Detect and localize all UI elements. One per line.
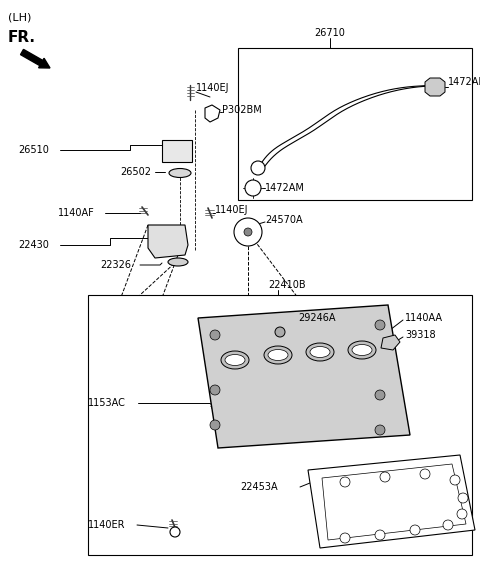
Text: 1140AF: 1140AF (58, 208, 95, 218)
Circle shape (210, 420, 220, 430)
Circle shape (443, 520, 453, 530)
Circle shape (275, 327, 285, 337)
Circle shape (410, 525, 420, 535)
Polygon shape (381, 335, 400, 350)
Text: FR.: FR. (8, 30, 36, 45)
Circle shape (375, 390, 385, 400)
Circle shape (420, 469, 430, 479)
Circle shape (340, 533, 350, 543)
Ellipse shape (264, 346, 292, 364)
Text: 1472AM: 1472AM (265, 183, 305, 193)
Circle shape (244, 228, 252, 236)
Text: 1140AA: 1140AA (405, 313, 443, 323)
Circle shape (375, 425, 385, 435)
Text: 1140EJ: 1140EJ (215, 205, 249, 215)
Ellipse shape (168, 258, 188, 266)
Text: 22453A: 22453A (240, 482, 277, 492)
Polygon shape (425, 78, 445, 96)
Circle shape (234, 218, 262, 246)
Ellipse shape (221, 351, 249, 369)
Polygon shape (198, 305, 410, 448)
Text: 26710: 26710 (314, 28, 346, 38)
Bar (88, 295, 472, 555)
Circle shape (450, 475, 460, 485)
Ellipse shape (169, 168, 191, 178)
Ellipse shape (225, 354, 245, 365)
Text: 22410B: 22410B (268, 280, 306, 290)
Text: 29246A: 29246A (298, 313, 336, 323)
Text: 1153AC: 1153AC (88, 398, 126, 408)
Circle shape (245, 180, 261, 196)
Text: 1140ER: 1140ER (88, 520, 125, 530)
Ellipse shape (306, 343, 334, 361)
Bar (162, 140, 192, 162)
Circle shape (457, 509, 467, 519)
Text: 22326: 22326 (100, 260, 131, 270)
Text: 1472AN: 1472AN (448, 77, 480, 87)
Ellipse shape (268, 350, 288, 361)
Circle shape (458, 493, 468, 503)
Polygon shape (322, 464, 466, 540)
Circle shape (251, 161, 265, 175)
Text: 26502: 26502 (120, 167, 151, 177)
Text: 24570A: 24570A (265, 215, 302, 225)
Circle shape (340, 477, 350, 487)
Polygon shape (308, 455, 475, 548)
Circle shape (170, 527, 180, 537)
Ellipse shape (348, 341, 376, 359)
Ellipse shape (352, 345, 372, 356)
Text: P302BM: P302BM (222, 105, 262, 115)
Text: 1140EJ: 1140EJ (196, 83, 229, 93)
Circle shape (380, 472, 390, 482)
Polygon shape (148, 225, 188, 258)
Polygon shape (205, 105, 220, 122)
Circle shape (210, 385, 220, 395)
Text: 39318: 39318 (405, 330, 436, 340)
Circle shape (375, 530, 385, 540)
Text: 22430: 22430 (18, 240, 49, 250)
Text: (LH): (LH) (8, 12, 31, 22)
Text: 26510: 26510 (18, 145, 49, 155)
Circle shape (375, 320, 385, 330)
Ellipse shape (310, 346, 330, 357)
Circle shape (210, 330, 220, 340)
Bar (238, 48, 472, 200)
FancyArrow shape (21, 49, 50, 68)
